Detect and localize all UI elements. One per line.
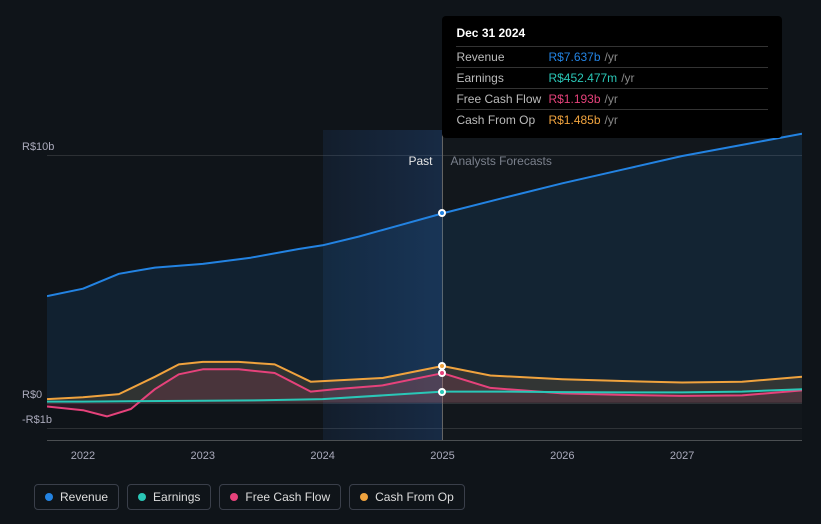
x-axis: 2022 2023 2024 2025 2026 2027: [47, 450, 802, 470]
x-tick-label: 2026: [550, 450, 574, 462]
x-tick-label: 2024: [310, 450, 334, 462]
data-marker: [438, 209, 446, 217]
tooltip-row-value: R$7.637b: [548, 50, 600, 64]
series-area: [47, 134, 802, 403]
x-tick-label: 2025: [430, 450, 454, 462]
tooltip-row-unit: /yr: [605, 113, 618, 127]
plot-area[interactable]: [47, 130, 802, 440]
tooltip-row-value: R$1.485b: [548, 113, 600, 127]
y-tick-label: R$0: [22, 389, 42, 401]
tooltip-row-label: Earnings: [456, 71, 548, 85]
tooltip-title: Dec 31 2024: [456, 24, 768, 46]
legend-label: Free Cash Flow: [245, 490, 330, 504]
legend-dot-icon: [45, 493, 53, 501]
x-tick-label: 2027: [670, 450, 694, 462]
tooltip-row: EarningsR$452.477m/yr: [456, 67, 768, 88]
tooltip-row-label: Cash From Op: [456, 113, 548, 127]
legend-item[interactable]: Earnings: [127, 484, 211, 510]
tooltip-row-value: R$452.477m: [548, 71, 617, 85]
x-tick-label: 2022: [71, 450, 95, 462]
legend-dot-icon: [138, 493, 146, 501]
legend-label: Revenue: [60, 490, 108, 504]
tooltip-row-unit: /yr: [621, 71, 634, 85]
legend: Revenue Earnings Free Cash Flow Cash From O…: [34, 484, 465, 510]
tooltip-row-value: R$1.193b: [548, 92, 600, 106]
tooltip-row-unit: /yr: [605, 50, 618, 64]
legend-item[interactable]: Cash From Op: [349, 484, 465, 510]
legend-dot-icon: [360, 493, 368, 501]
tooltip-row-label: Free Cash Flow: [456, 92, 548, 106]
legend-label: Cash From Op: [375, 490, 454, 504]
tooltip-row-label: Revenue: [456, 50, 548, 64]
tooltip-row: Cash From OpR$1.485b/yr: [456, 109, 768, 130]
tooltip-row: Free Cash FlowR$1.193b/yr: [456, 88, 768, 109]
tooltip: Dec 31 2024 RevenueR$7.637b/yrEarningsR$…: [442, 16, 782, 138]
data-marker: [438, 388, 446, 396]
legend-dot-icon: [230, 493, 238, 501]
legend-item[interactable]: Free Cash Flow: [219, 484, 341, 510]
financials-chart: R$10bR$0-R$1b Past Analysts Forecasts 20…: [17, 0, 821, 524]
x-tick-label: 2023: [191, 450, 215, 462]
legend-item[interactable]: Revenue: [34, 484, 119, 510]
tooltip-row-unit: /yr: [605, 92, 618, 106]
data-marker: [438, 369, 446, 377]
tooltip-row: RevenueR$7.637b/yr: [456, 46, 768, 67]
legend-label: Earnings: [153, 490, 200, 504]
